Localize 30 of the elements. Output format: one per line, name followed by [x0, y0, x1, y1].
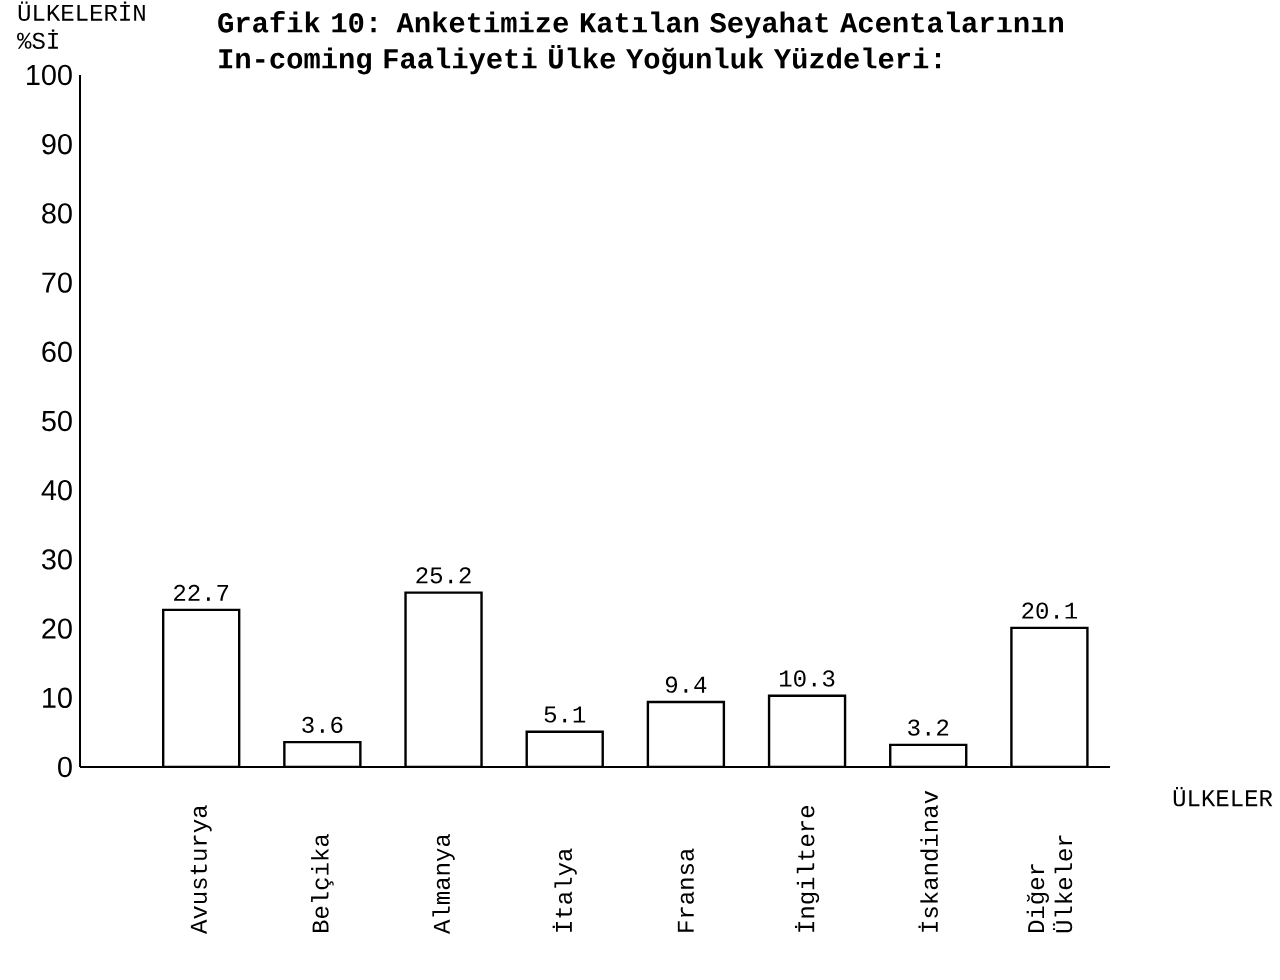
y-tick-label: 0 — [58, 756, 72, 778]
y-tick-label: 90 — [42, 134, 72, 155]
x-tick-label: Diğer Ülkeler — [1026, 835, 1073, 933]
x-axis-title: ÜLKELER — [1173, 787, 1273, 807]
y-tick-label: 10 — [43, 687, 72, 708]
data-label: 3.2 — [908, 719, 949, 736]
y-tick-label: 100 — [27, 64, 72, 86]
y-tick-label: 40 — [41, 480, 72, 501]
chart-title: Grafik 10: Anketimize Katılan Seyahat Acentalarının In-coming Faaliyeti Ülke Yoğunluk Yüzdeleri: — [218, 11, 1063, 75]
x-tick-label: İngiltere — [794, 805, 820, 932]
x-tick-label: Fransa — [677, 848, 694, 932]
x-tick-label: Avusturya — [190, 805, 212, 935]
data-label: 20.1 — [1022, 602, 1078, 619]
y-axis-title: ÜLKELERİN %Sİ — [17, 1, 145, 49]
y-tick-label: 80 — [42, 203, 72, 224]
data-label: 3.6 — [302, 716, 343, 733]
y-tick-label: 60 — [42, 341, 72, 362]
x-tick-label: İskandinav — [918, 790, 938, 932]
data-label: 22.7 — [174, 584, 229, 601]
y-tick-label: 30 — [42, 549, 72, 570]
data-label: 10.3 — [779, 670, 835, 687]
y-tick-label: 70 — [42, 272, 72, 293]
y-tick-label: 20 — [42, 618, 72, 639]
y-tick-label: 50 — [42, 410, 72, 432]
data-label: 5.1 — [544, 706, 586, 723]
data-label: 25.2 — [416, 567, 471, 584]
x-tick-label: Almanya — [432, 834, 455, 935]
x-tick-label: Belçika — [311, 834, 334, 933]
x-tick-label: İtalya — [552, 848, 577, 932]
data-label: 9.4 — [665, 676, 707, 693]
